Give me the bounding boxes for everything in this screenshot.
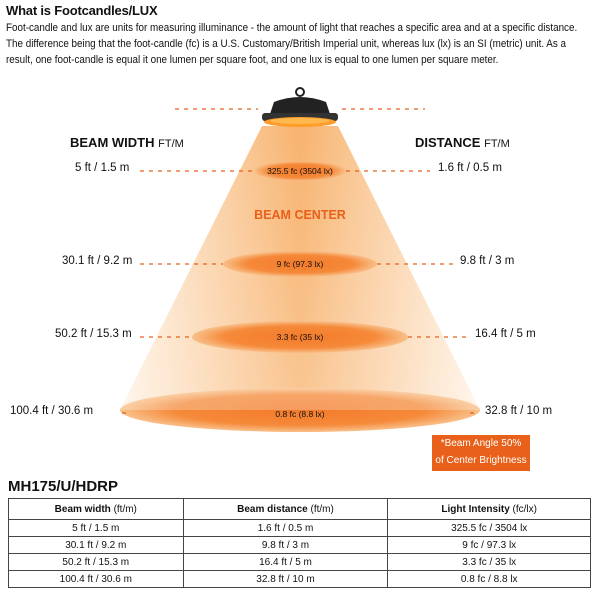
distance-label: 32.8 ft / 10 m xyxy=(485,405,553,417)
table-row: 100.4 ft / 30.6 m 32.8 ft / 10 m 0.8 fc … xyxy=(8,570,591,588)
intensity-label: 3.3 fc (35 lx) xyxy=(276,332,324,342)
column-header: Beam distance (ft/m) xyxy=(182,498,389,520)
table-cell: 30.1 ft / 9.2 m xyxy=(8,536,184,554)
table-cell: 3.3 fc / 35 lx xyxy=(387,553,591,571)
beam-center-label: BEAM CENTER xyxy=(254,208,346,222)
ring-2 xyxy=(223,251,377,277)
intro-text: Foot-candle and lux are units for measur… xyxy=(6,22,578,66)
intensity-label: 325.5 fc (3504 lx) xyxy=(267,166,333,176)
distance-header: DISTANCE FT/M xyxy=(415,135,510,150)
table-cell: 100.4 ft / 30.6 m xyxy=(8,570,184,588)
distance-label: 9.8 ft / 3 m xyxy=(460,255,515,267)
beam-width-header: BEAM WIDTH FT/M xyxy=(70,135,184,150)
beam-diagram: BEAM WIDTH FT/M DISTANCE FT/M 5 ft / 1.5… xyxy=(0,80,600,475)
table-cell: 1.6 ft / 0.5 m xyxy=(182,519,389,537)
table-cell: 9 fc / 97.3 lx xyxy=(387,536,591,554)
ring-1 xyxy=(254,161,346,181)
beam-graphic xyxy=(120,87,480,432)
beam-width-label: 5 ft / 1.5 m xyxy=(75,162,130,174)
table-row: 5 ft / 1.5 m 1.6 ft / 0.5 m 325.5 fc / 3… xyxy=(8,519,591,537)
distance-label: 16.4 ft / 5 m xyxy=(475,328,536,340)
table-row: 30.1 ft / 9.2 m 9.8 ft / 3 m 9 fc / 97.3… xyxy=(8,536,591,554)
table-cell: 0.8 fc / 8.8 lx xyxy=(387,570,591,588)
table-cell: 5 ft / 1.5 m xyxy=(8,519,184,537)
beam-width-label: 30.1 ft / 9.2 m xyxy=(62,255,133,267)
table-cell: 9.8 ft / 3 m xyxy=(182,536,389,554)
intensity-label: 0.8 fc (8.8 lx) xyxy=(275,409,325,419)
specs-table: Beam width (ft/m) Beam distance (ft/m) L… xyxy=(8,498,591,588)
beam-angle-note: *Beam Angle 50% of Center Brightness xyxy=(432,435,530,471)
table-header-row: Beam width (ft/m) Beam distance (ft/m) L… xyxy=(8,498,591,520)
table-cell: 32.8 ft / 10 m xyxy=(182,570,389,588)
column-header: Beam width (ft/m) xyxy=(8,498,184,520)
distance-label: 1.6 ft / 0.5 m xyxy=(438,162,502,174)
table-cell: 325.5 fc / 3504 lx xyxy=(387,519,591,537)
model-number: MH175/U/HDRP xyxy=(8,478,119,495)
beam-width-label: 100.4 ft / 30.6 m xyxy=(10,405,94,417)
table-cell: 16.4 ft / 5 m xyxy=(182,553,389,571)
beam-width-label: 50.2 ft / 15.3 m xyxy=(55,328,132,340)
table-row: 50.2 ft / 15.3 m 16.4 ft / 5 m 3.3 fc / … xyxy=(8,553,591,571)
table-cell: 50.2 ft / 15.3 m xyxy=(8,553,184,571)
ring-3 xyxy=(192,321,408,353)
column-header: Light Intensity (fc/lx) xyxy=(387,498,591,520)
intensity-label: 9 fc (97.3 lx) xyxy=(276,259,324,269)
page-title: What is Footcandles/LUX xyxy=(6,3,158,18)
high-bay-lamp-icon xyxy=(262,87,338,127)
